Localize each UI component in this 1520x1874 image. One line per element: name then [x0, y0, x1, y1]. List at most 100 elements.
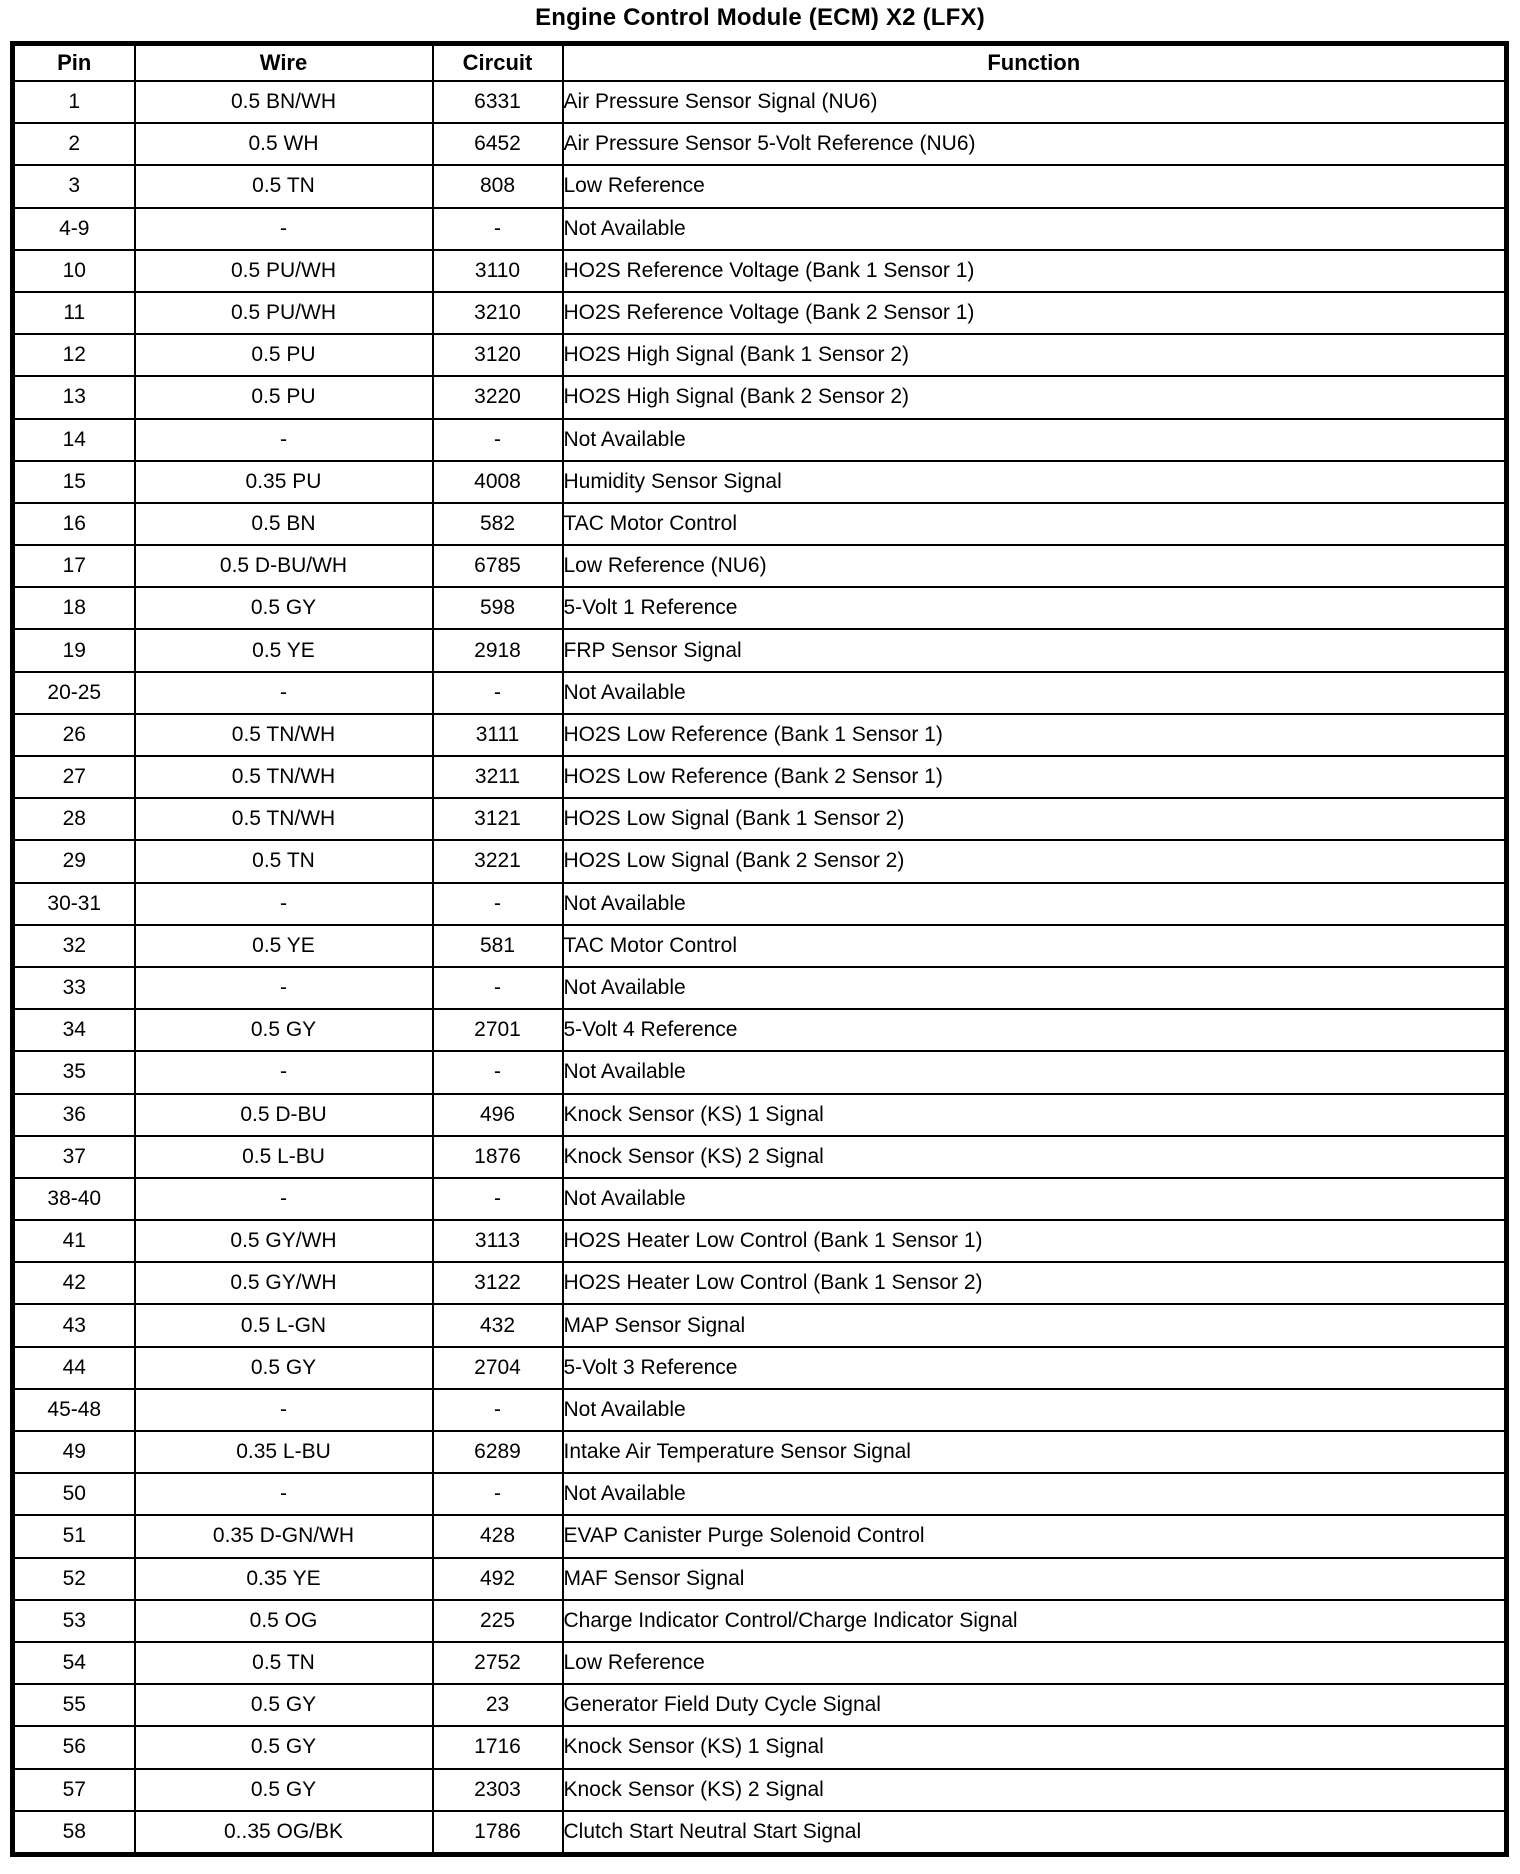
cell-function: Not Available — [561, 1387, 1508, 1433]
cell-function: Knock Sensor (KS) 1 Signal — [561, 1092, 1508, 1137]
cell-wire: 0.5 GY/WH — [133, 1261, 434, 1306]
cell-wire: 0.5 TN — [133, 839, 434, 884]
cell-wire: 0.5 OG — [133, 1598, 434, 1643]
table-row: 33- - Not Available — [11, 965, 1508, 1011]
table-row: 52 0.35 YE 492 MAF Sensor Signal — [11, 1556, 1508, 1601]
table-row: 58 0..35 OG/BK 1786 Clutch Start Neutral St… — [11, 1809, 1508, 1856]
cell-circuit: - — [431, 1050, 564, 1095]
cell-circuit: 3210 — [431, 290, 564, 336]
table-row: 53 0.5 OG 225 Charge Indicator Control/Char… — [11, 1598, 1508, 1643]
table-row: 35- - Not Available — [11, 1050, 1508, 1095]
cell-wire: 0.5 TN/WH — [133, 754, 434, 800]
table-row: 15 0.35 PU 4008 Humidity Sensor Signal — [11, 459, 1508, 504]
cell-wire: 0.5 TN/WH — [133, 797, 434, 842]
table-row: 44 0.5 GY 2704 5-Volt 3 Reference — [11, 1345, 1508, 1390]
cell-function: HO2S Low Reference (Bank 1 Sensor 1) — [561, 712, 1508, 758]
cell-function: Low Reference — [561, 1640, 1508, 1686]
cell-circuit: 582 — [431, 501, 564, 547]
cell-pin: 38-40 — [11, 1176, 136, 1222]
cell-circuit: - — [431, 965, 564, 1011]
cell-wire: 0.5 TN — [133, 164, 434, 209]
cell-function: Humidity Sensor Signal — [561, 459, 1508, 504]
cell-wire: - — [133, 881, 434, 926]
cell-wire: 0.35 L-BU — [133, 1429, 434, 1475]
cell-circuit: 492 — [431, 1556, 564, 1601]
cell-pin: 54 — [11, 1640, 136, 1686]
cell-function: Not Available — [561, 417, 1508, 462]
cell-function: Air Pressure Sensor Signal (NU6) — [561, 79, 1508, 125]
cell-circuit: 6289 — [431, 1429, 564, 1475]
cell-circuit: 6331 — [431, 79, 564, 125]
table-row: 49 0.35 L-BU 6289 Intake Air Temperature Se… — [11, 1429, 1508, 1475]
table-row: 51 0.35 D-GN/WH 428 EVAP Canister Purge Sol… — [11, 1514, 1508, 1559]
table-row: 54 0.5 TN 2752 Low Reference — [11, 1640, 1508, 1686]
cell-circuit: 496 — [431, 1092, 564, 1137]
cell-function: Air Pressure Sensor 5-Volt Reference (NU… — [561, 122, 1508, 167]
cell-function: FRP Sensor Signal — [561, 628, 1508, 673]
cell-pin: 3 — [11, 164, 136, 209]
table-row: 36 0.5 D-BU 496 Knock Sensor (KS) 1 Signal — [11, 1092, 1508, 1137]
table-row: 26 0.5 TN/WH 3111 HO2S Low Reference (Bank … — [11, 712, 1508, 758]
table-row: 13 0.5 PU 3220 HO2S High Signal (Bank 2 Sen… — [11, 375, 1508, 420]
cell-pin: 29 — [11, 839, 136, 884]
cell-wire: 0.5 D-BU — [133, 1092, 434, 1137]
cell-pin: 2 — [11, 122, 136, 167]
cell-function: MAF Sensor Signal — [561, 1556, 1508, 1601]
cell-pin: 17 — [11, 544, 136, 589]
cell-circuit: 598 — [431, 586, 564, 631]
cell-wire: 0.5 GY — [133, 1767, 434, 1812]
cell-pin: 55 — [11, 1683, 136, 1728]
cell-function: Not Available — [561, 881, 1508, 926]
table-row: 19 0.5 YE 2918 FRP Sensor Signal — [11, 628, 1508, 673]
table-row: 10 0.5 PU/WH 3110 HO2S Reference Voltage (B… — [11, 248, 1508, 293]
cell-pin: 10 — [11, 248, 136, 293]
cell-function: 5-Volt 4 Reference — [561, 1008, 1508, 1053]
cell-wire: 0.5 L-BU — [133, 1134, 434, 1179]
table-row: 37 0.5 L-BU 1876 Knock Sensor (KS) 2 Signal — [11, 1134, 1508, 1179]
cell-function: EVAP Canister Purge Solenoid Control — [561, 1514, 1508, 1559]
cell-pin: 53 — [11, 1598, 136, 1643]
column-header-function: Function — [561, 42, 1508, 82]
page-title: Engine Control Module (ECM) X2 (LFX) — [535, 4, 985, 31]
table-row: 42 0.5 GY/WH 3122 HO2S Heater Low Control (… — [11, 1261, 1508, 1306]
cell-wire: - — [133, 1472, 434, 1517]
cell-circuit: 3110 — [431, 248, 564, 293]
cell-wire: 0.5 BN — [133, 501, 434, 547]
cell-pin: 18 — [11, 586, 136, 631]
table-row: 14- - Not Available — [11, 417, 1508, 462]
cell-function: MAP Sensor Signal — [561, 1303, 1508, 1348]
cell-circuit: 6452 — [431, 122, 564, 167]
cell-function: HO2S Heater Low Control (Bank 1 Sensor 2… — [561, 1261, 1508, 1306]
cell-pin: 49 — [11, 1429, 136, 1475]
header-row: Pin Wire Circuit Function — [11, 42, 1508, 82]
cell-wire: 0.5 PU — [133, 375, 434, 420]
table-row: 38-40- - Not Available — [11, 1176, 1508, 1222]
cell-pin: 28 — [11, 797, 136, 842]
cell-circuit: 4008 — [431, 459, 564, 504]
cell-circuit: 2303 — [431, 1767, 564, 1812]
cell-pin: 1 — [11, 79, 136, 125]
table-row: 12 0.5 PU 3120 HO2S High Signal (Bank 1 Sen… — [11, 333, 1508, 378]
cell-pin: 44 — [11, 1345, 136, 1390]
cell-function: HO2S Low Signal (Bank 1 Sensor 2) — [561, 797, 1508, 842]
cell-circuit: 1716 — [431, 1725, 564, 1770]
cell-circuit: 2918 — [431, 628, 564, 673]
cell-pin: 50 — [11, 1472, 136, 1517]
cell-circuit: 2704 — [431, 1345, 564, 1390]
cell-circuit: - — [431, 417, 564, 462]
cell-pin: 16 — [11, 501, 136, 547]
cell-function: 5-Volt 1 Reference — [561, 586, 1508, 631]
cell-function: TAC Motor Control — [561, 923, 1508, 968]
cell-function: Not Available — [561, 965, 1508, 1011]
cell-function: Knock Sensor (KS) 1 Signal — [561, 1725, 1508, 1770]
cell-function: Low Reference — [561, 164, 1508, 209]
cell-pin: 41 — [11, 1219, 136, 1264]
cell-pin: 36 — [11, 1092, 136, 1137]
table-row: 43 0.5 L-GN 432 MAP Sensor Signal — [11, 1303, 1508, 1348]
cell-pin: 4-9 — [11, 206, 136, 251]
cell-wire: 0.5 YE — [133, 628, 434, 673]
cell-wire: 0.5 D-BU/WH — [133, 544, 434, 589]
cell-wire: 0.5 TN — [133, 1640, 434, 1686]
table-row: 41 0.5 GY/WH 3113 HO2S Heater Low Control (… — [11, 1219, 1508, 1264]
cell-circuit: 2752 — [431, 1640, 564, 1686]
